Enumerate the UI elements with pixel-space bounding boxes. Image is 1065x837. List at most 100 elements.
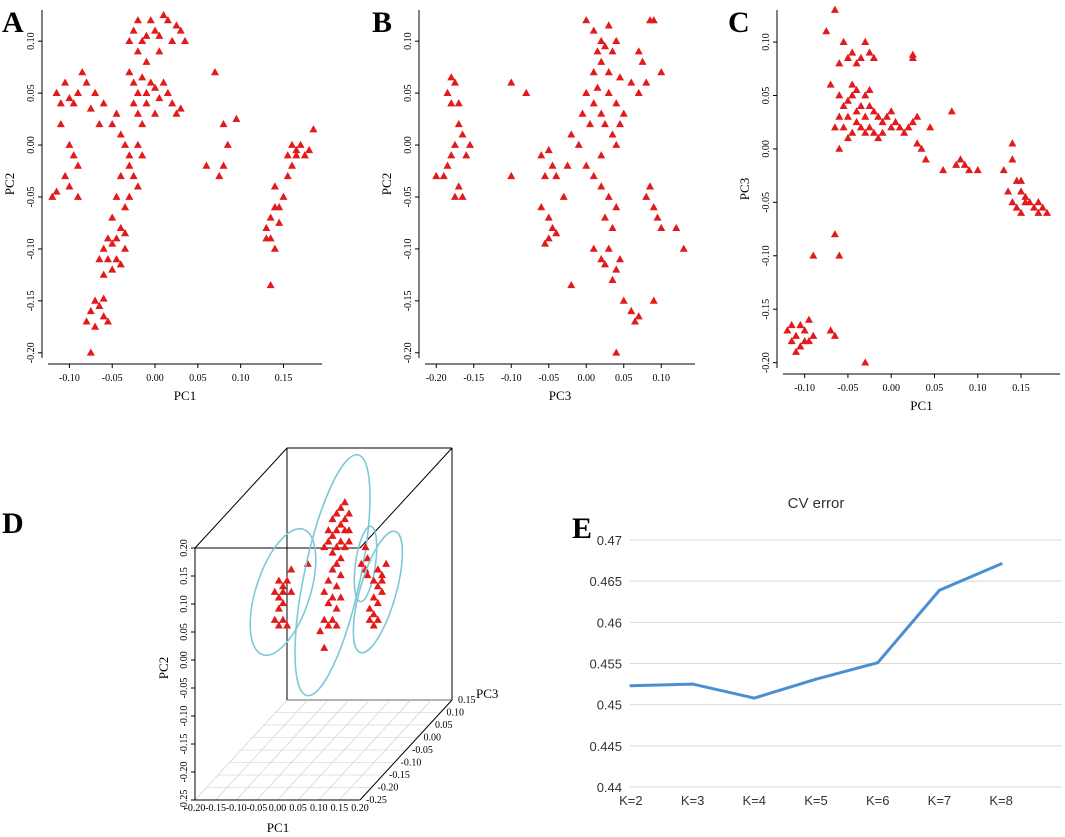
x-tick-label: 0.05 bbox=[189, 373, 207, 384]
data-point bbox=[861, 128, 870, 136]
data-point bbox=[646, 182, 654, 190]
data-point bbox=[830, 331, 839, 339]
x-tick-label: 0.20 bbox=[351, 803, 369, 814]
data-point bbox=[839, 123, 848, 131]
data-point bbox=[848, 128, 857, 136]
data-point bbox=[336, 554, 345, 562]
series-point bbox=[691, 682, 695, 686]
data-point bbox=[578, 109, 587, 117]
data-point bbox=[567, 130, 576, 138]
data-point bbox=[316, 626, 325, 635]
data-point bbox=[133, 109, 142, 117]
data-point bbox=[103, 254, 112, 263]
data-point bbox=[288, 140, 297, 148]
data-point bbox=[567, 280, 576, 289]
data-point bbox=[125, 192, 134, 200]
data-point bbox=[361, 542, 370, 551]
data-point bbox=[601, 42, 609, 50]
data-point bbox=[288, 161, 297, 169]
data-point bbox=[451, 78, 459, 86]
data-point bbox=[804, 336, 813, 345]
data-point bbox=[283, 171, 292, 180]
y-axis-label: PC2 bbox=[156, 657, 171, 679]
data-point bbox=[125, 151, 134, 159]
data-point bbox=[345, 526, 353, 534]
data-point bbox=[283, 151, 292, 159]
data-point bbox=[121, 140, 130, 148]
data-point bbox=[340, 514, 349, 523]
data-point bbox=[151, 109, 160, 117]
data-point bbox=[86, 104, 95, 112]
y-tick-label: 0.00 bbox=[403, 136, 414, 154]
data-point bbox=[121, 244, 130, 252]
x-tick-label: -0.10 bbox=[794, 383, 815, 394]
data-point bbox=[151, 83, 160, 91]
data-point bbox=[852, 59, 861, 67]
data-point bbox=[589, 68, 598, 76]
x-tick-label: 0.10 bbox=[310, 803, 328, 814]
data-point bbox=[155, 31, 164, 39]
data-point bbox=[447, 151, 456, 159]
data-point bbox=[649, 203, 658, 211]
data-point bbox=[270, 244, 279, 252]
x-tick-label: -0.10 bbox=[501, 373, 522, 384]
data-point bbox=[835, 59, 844, 67]
data-point bbox=[340, 498, 349, 506]
data-point bbox=[378, 570, 386, 579]
data-point bbox=[1038, 203, 1047, 211]
data-point bbox=[332, 542, 341, 551]
y-tick-label: -0.05 bbox=[26, 187, 37, 208]
data-point bbox=[283, 576, 292, 584]
data-point bbox=[279, 615, 287, 623]
y-tick-label: -0.15 bbox=[26, 290, 37, 311]
data-point bbox=[373, 565, 382, 573]
data-point bbox=[856, 53, 865, 61]
panel-letter-c: C bbox=[728, 6, 750, 39]
data-point bbox=[378, 587, 386, 595]
data-point bbox=[835, 112, 844, 120]
data-point bbox=[839, 37, 848, 45]
data-point bbox=[151, 26, 160, 34]
data-point bbox=[631, 317, 639, 325]
data-point bbox=[262, 234, 271, 242]
z-tick-label: 0.10 bbox=[447, 708, 465, 719]
x-tick-label: 0.15 bbox=[331, 803, 349, 814]
data-point bbox=[634, 88, 643, 96]
data-point bbox=[324, 526, 333, 534]
data-point bbox=[443, 161, 452, 169]
y-tick-label: 0.05 bbox=[761, 87, 772, 105]
data-point bbox=[125, 161, 134, 169]
data-point bbox=[176, 104, 185, 112]
data-point bbox=[835, 144, 844, 152]
y-tick-label: -0.15 bbox=[179, 734, 190, 755]
series-point bbox=[937, 588, 941, 592]
data-point bbox=[345, 509, 353, 517]
data-point bbox=[638, 57, 647, 65]
data-point bbox=[363, 554, 372, 562]
data-point bbox=[163, 16, 172, 24]
data-point bbox=[382, 559, 391, 567]
x-tick-label: -0.05 bbox=[838, 383, 859, 394]
data-point bbox=[1021, 198, 1030, 206]
data-point bbox=[835, 251, 844, 259]
data-point bbox=[112, 254, 121, 263]
y-tick-label: 0.46 bbox=[597, 615, 622, 630]
data-point bbox=[86, 306, 95, 315]
x-axis-label: PC1 bbox=[910, 398, 932, 413]
cluster-1 bbox=[249, 527, 317, 657]
data-point bbox=[804, 315, 813, 323]
data-point bbox=[279, 192, 288, 200]
data-point bbox=[369, 610, 378, 618]
data-point bbox=[52, 88, 61, 96]
data-point bbox=[336, 520, 345, 528]
data-point bbox=[332, 509, 341, 517]
cluster-ellipse bbox=[352, 530, 404, 654]
data-point bbox=[447, 73, 456, 81]
y-axis-label: PC3 bbox=[737, 178, 752, 200]
z-tick-label: -0.15 bbox=[389, 770, 410, 781]
data-point bbox=[597, 109, 606, 117]
data-point bbox=[215, 171, 224, 180]
data-point bbox=[274, 604, 283, 612]
data-point bbox=[1034, 198, 1043, 206]
y-tick-label: 0.10 bbox=[403, 32, 414, 50]
